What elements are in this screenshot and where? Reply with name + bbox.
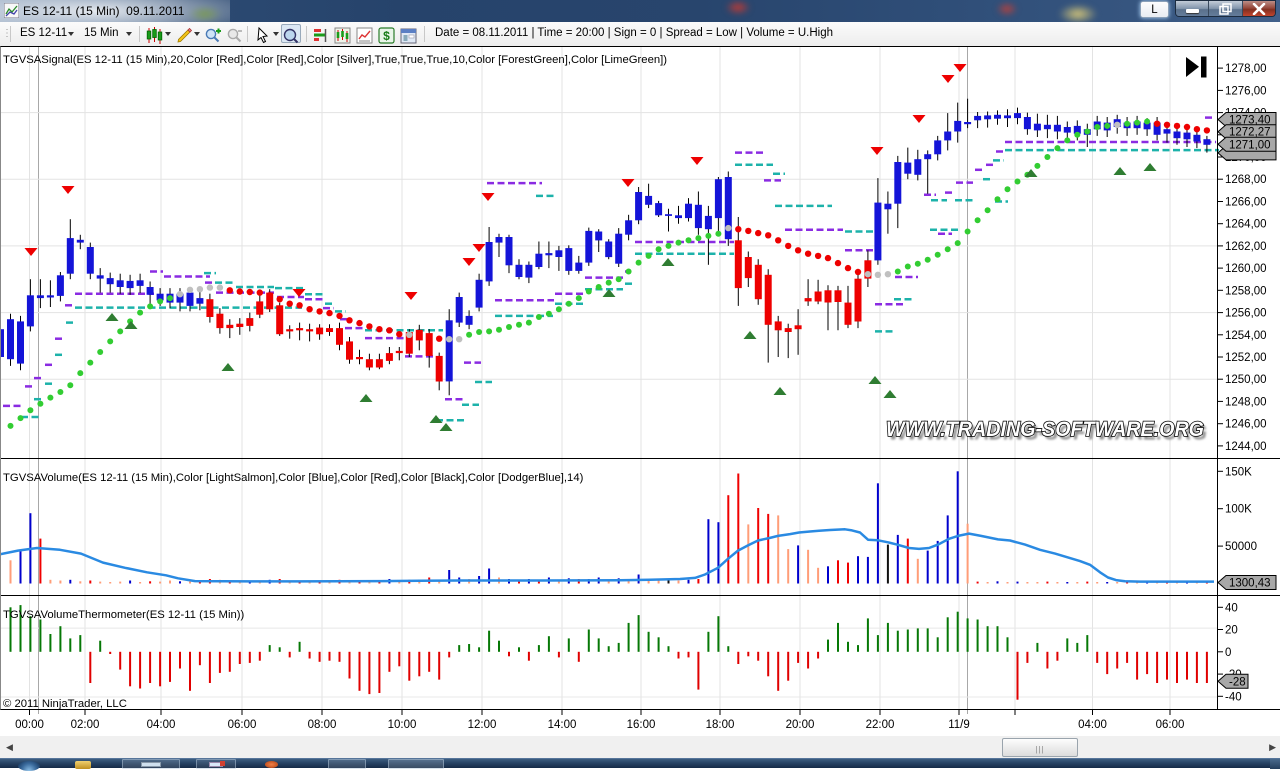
svg-text:11/9: 11/9 [948,719,970,731]
svg-text:1244,00: 1244,00 [1225,441,1267,453]
svg-text:50000: 50000 [1225,541,1257,553]
svg-text:20: 20 [1225,625,1238,637]
svg-text:1268,00: 1268,00 [1225,174,1267,186]
svg-text:WWW.TRADING-SOFTWARE.ORG: WWW.TRADING-SOFTWARE.ORG [889,421,1207,445]
svg-text:TGVSAVolumeThermometer(ES 12-1: TGVSAVolumeThermometer(ES 12-11 (15 Min)… [3,609,245,621]
svg-text:1264,00: 1264,00 [1225,219,1267,231]
svg-text:150K: 150K [1225,466,1252,478]
svg-text:08:00: 08:00 [308,719,337,731]
svg-text:1250,00: 1250,00 [1225,374,1267,386]
svg-text:1272,27: 1272,27 [1229,127,1271,139]
svg-text:40: 40 [1225,602,1238,614]
svg-text:-28: -28 [1229,676,1246,688]
svg-text:1271,00: 1271,00 [1229,139,1271,151]
svg-text:1266,00: 1266,00 [1225,197,1267,209]
svg-text:1276,00: 1276,00 [1225,85,1267,97]
svg-text:06:00: 06:00 [228,719,257,731]
svg-text:1256,00: 1256,00 [1225,308,1267,320]
svg-text:20:00: 20:00 [786,719,815,731]
svg-text:1254,00: 1254,00 [1225,330,1267,342]
svg-text:0: 0 [1225,647,1231,659]
svg-text:06:00: 06:00 [1156,719,1185,731]
svg-text:1260,00: 1260,00 [1225,263,1267,275]
svg-text:14:00: 14:00 [548,719,577,731]
svg-text:00:00: 00:00 [15,719,44,731]
svg-text:-40: -40 [1225,691,1242,703]
svg-text:TGVSAVolume(ES 12-11 (15 Min),: TGVSAVolume(ES 12-11 (15 Min),Color [Lig… [3,472,584,484]
svg-text:18:00: 18:00 [706,719,735,731]
svg-text:1278,00: 1278,00 [1225,63,1267,75]
svg-text:$: $ [383,29,390,43]
svg-text:1258,00: 1258,00 [1225,285,1267,297]
svg-text:TGVSASignal(ES 12-11 (15 Min),: TGVSASignal(ES 12-11 (15 Min),20,Color [… [3,54,667,66]
svg-text:12:00: 12:00 [468,719,497,731]
svg-text:22:00: 22:00 [866,719,895,731]
svg-text:100K: 100K [1225,504,1252,516]
svg-text:1252,00: 1252,00 [1225,352,1267,364]
svg-text:1248,00: 1248,00 [1225,396,1267,408]
svg-text:02:00: 02:00 [71,719,100,731]
svg-text:1300,43: 1300,43 [1229,578,1271,590]
svg-text:1246,00: 1246,00 [1225,419,1267,431]
svg-text:© 2011 NinjaTrader, LLC: © 2011 NinjaTrader, LLC [3,698,127,710]
svg-text:1273,40: 1273,40 [1229,115,1271,127]
svg-text:04:00: 04:00 [147,719,176,731]
svg-text:WWW.TRADING-SOFTWARE.ORG: WWW.TRADING-SOFTWARE.ORG [886,417,1204,441]
svg-text:1262,00: 1262,00 [1225,241,1267,253]
svg-text:04:00: 04:00 [1078,719,1107,731]
svg-text:16:00: 16:00 [627,719,656,731]
svg-text:10:00: 10:00 [388,719,417,731]
